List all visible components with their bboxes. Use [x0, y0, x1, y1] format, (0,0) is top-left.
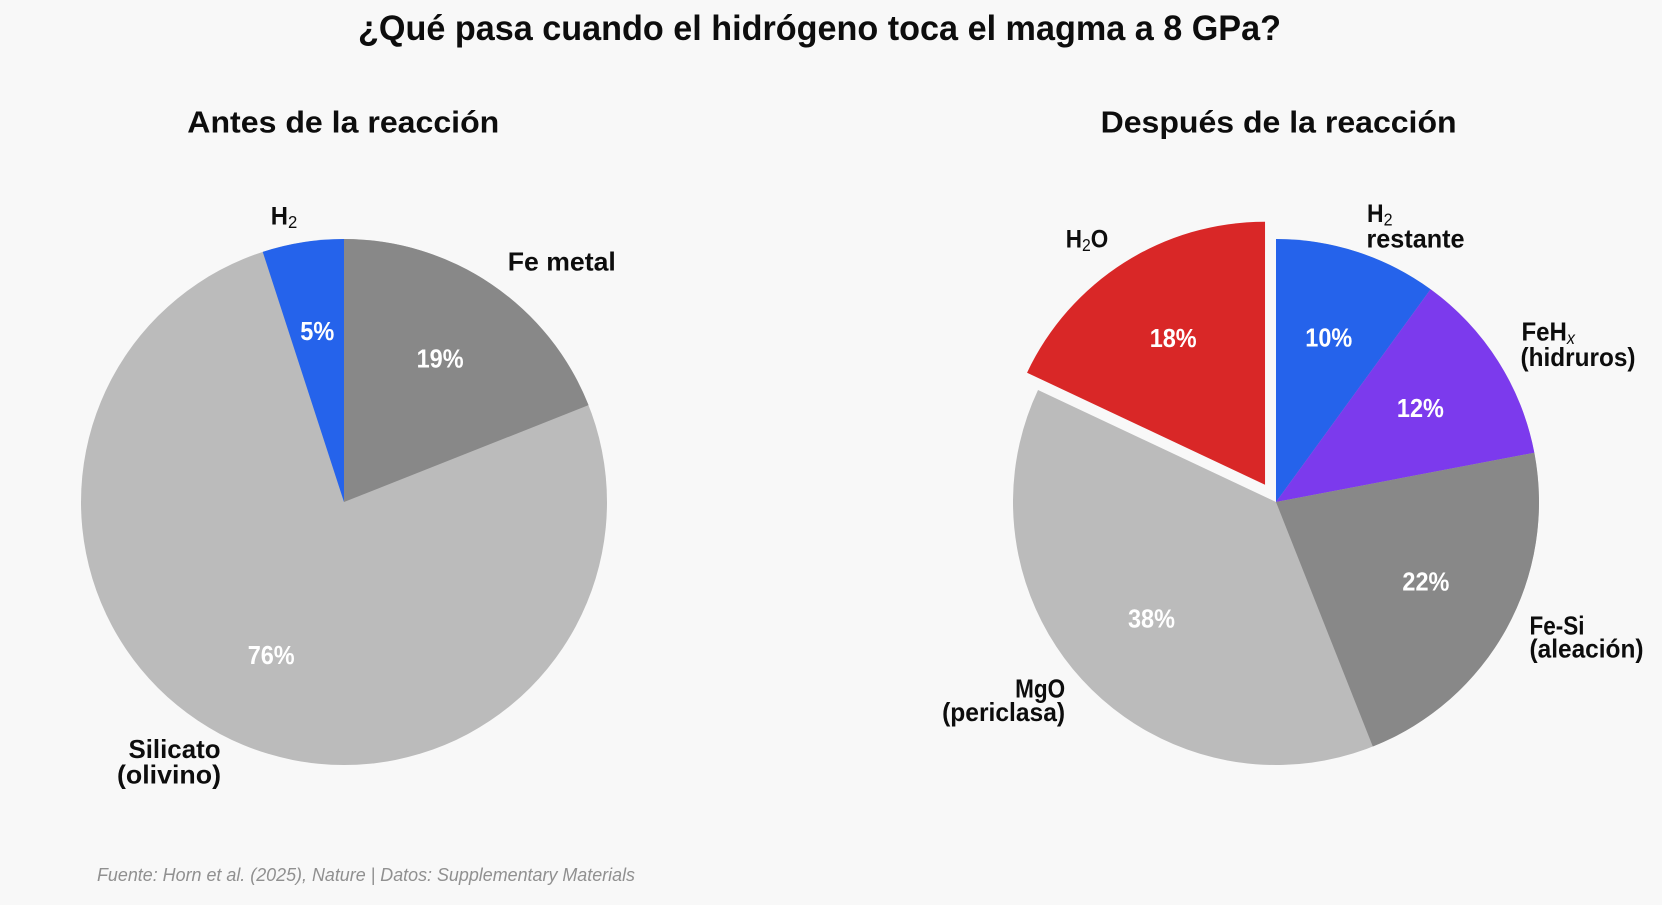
svg-text:(hidruros): (hidruros)	[1521, 342, 1636, 372]
svg-text:(aleación): (aleación)	[1530, 633, 1644, 663]
svg-text:38%: 38%	[1128, 603, 1175, 633]
svg-text:Después de la reacción: Después de la reacción	[1101, 104, 1457, 139]
svg-text:Fe-Si: Fe-Si	[1530, 611, 1585, 641]
svg-text:¿Qué pasa cuando el hidrógeno: ¿Qué pasa cuando el hidrógeno toca el ma…	[358, 9, 1281, 48]
svg-text:18%: 18%	[1150, 323, 1197, 353]
svg-text:restante: restante	[1367, 224, 1465, 254]
svg-text:22%: 22%	[1402, 567, 1449, 597]
svg-text:(olivino): (olivino)	[117, 759, 221, 789]
svg-text:19%: 19%	[417, 343, 464, 373]
svg-text:MgO: MgO	[1015, 674, 1065, 704]
svg-text:Antes de la reacción: Antes de la reacción	[187, 104, 499, 139]
svg-text:(periclasa): (periclasa)	[942, 697, 1065, 727]
svg-text:12%: 12%	[1397, 393, 1444, 423]
svg-text:Fuente: Horn et al. (2025), Na: Fuente: Horn et al. (2025), Nature | Dat…	[97, 864, 635, 885]
svg-text:76%: 76%	[248, 640, 295, 670]
svg-text:10%: 10%	[1305, 322, 1352, 352]
svg-text:Fe metal: Fe metal	[508, 247, 616, 277]
svg-text:Silicato: Silicato	[129, 734, 221, 764]
svg-text:5%: 5%	[300, 316, 334, 346]
